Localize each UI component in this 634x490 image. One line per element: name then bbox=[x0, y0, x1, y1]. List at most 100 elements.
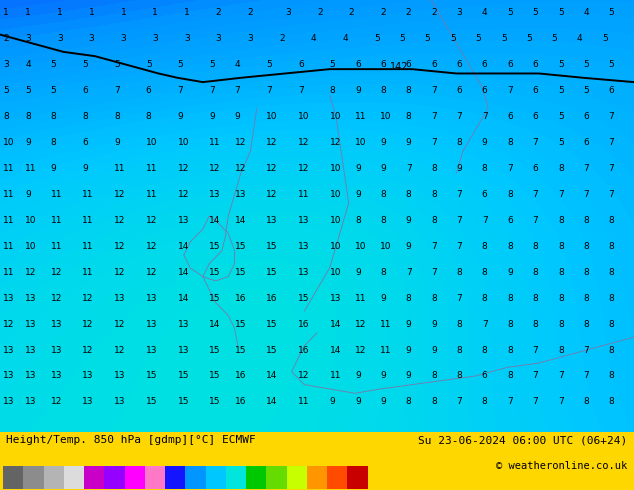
Text: 6: 6 bbox=[380, 60, 386, 69]
Text: 11: 11 bbox=[25, 164, 37, 173]
Text: Height/Temp. 850 hPa [gdmp][°C] ECMWF: Height/Temp. 850 hPa [gdmp][°C] ECMWF bbox=[6, 435, 256, 445]
Text: 8: 8 bbox=[507, 345, 513, 355]
Text: 5: 5 bbox=[558, 8, 564, 18]
Text: 9: 9 bbox=[380, 371, 386, 381]
Text: 10: 10 bbox=[298, 112, 309, 121]
Text: 8: 8 bbox=[609, 345, 614, 355]
Text: 14: 14 bbox=[178, 294, 189, 303]
Text: 11: 11 bbox=[3, 164, 15, 173]
Text: Su 23-06-2024 06:00 UTC (06+24): Su 23-06-2024 06:00 UTC (06+24) bbox=[418, 435, 628, 445]
Text: 12: 12 bbox=[82, 319, 94, 329]
Text: 7: 7 bbox=[456, 397, 462, 406]
Text: 15: 15 bbox=[178, 397, 189, 406]
Text: 12: 12 bbox=[178, 164, 189, 173]
Text: 11: 11 bbox=[51, 190, 62, 199]
Text: 7: 7 bbox=[507, 86, 513, 95]
Text: 7: 7 bbox=[583, 371, 589, 381]
Text: 12: 12 bbox=[209, 164, 221, 173]
Bar bbox=[205, 466, 226, 489]
Text: 9: 9 bbox=[380, 397, 386, 406]
Text: 8: 8 bbox=[533, 242, 538, 251]
Text: 1: 1 bbox=[184, 8, 190, 18]
Text: 8: 8 bbox=[583, 242, 589, 251]
Text: 16: 16 bbox=[298, 319, 309, 329]
Text: 5: 5 bbox=[114, 60, 120, 69]
Text: 11: 11 bbox=[82, 190, 94, 199]
Text: 13: 13 bbox=[178, 319, 189, 329]
Text: 4: 4 bbox=[342, 34, 348, 44]
Text: 12: 12 bbox=[178, 190, 189, 199]
Text: 9: 9 bbox=[209, 112, 215, 121]
Text: 11: 11 bbox=[209, 138, 221, 147]
Text: 13: 13 bbox=[209, 190, 221, 199]
Text: 8: 8 bbox=[507, 242, 513, 251]
Text: 11: 11 bbox=[51, 242, 62, 251]
Text: 8: 8 bbox=[3, 112, 9, 121]
Text: 11: 11 bbox=[3, 216, 15, 225]
Text: 5: 5 bbox=[558, 60, 564, 69]
Text: 8: 8 bbox=[380, 190, 386, 199]
Text: 11: 11 bbox=[355, 112, 366, 121]
Text: 6: 6 bbox=[507, 112, 513, 121]
Text: 8: 8 bbox=[146, 112, 152, 121]
Text: 10: 10 bbox=[330, 190, 341, 199]
Text: 15: 15 bbox=[266, 319, 278, 329]
Text: 16: 16 bbox=[298, 345, 309, 355]
Text: 2: 2 bbox=[349, 8, 354, 18]
Text: 7: 7 bbox=[209, 86, 215, 95]
Text: 6: 6 bbox=[507, 60, 513, 69]
Text: 15: 15 bbox=[209, 268, 221, 277]
Text: 2: 2 bbox=[279, 34, 285, 44]
Text: 7: 7 bbox=[533, 138, 538, 147]
Text: 5: 5 bbox=[51, 86, 56, 95]
Text: 15: 15 bbox=[146, 371, 157, 381]
Bar bbox=[347, 466, 368, 489]
Text: 13: 13 bbox=[51, 345, 62, 355]
Text: 6: 6 bbox=[583, 138, 589, 147]
Text: 8: 8 bbox=[406, 397, 411, 406]
Text: 7: 7 bbox=[583, 190, 589, 199]
Text: 10: 10 bbox=[380, 112, 392, 121]
Text: 2: 2 bbox=[406, 8, 411, 18]
Text: 10: 10 bbox=[355, 242, 366, 251]
Text: 9: 9 bbox=[406, 345, 411, 355]
Text: 5: 5 bbox=[146, 60, 152, 69]
Text: 1: 1 bbox=[89, 8, 94, 18]
Text: 8: 8 bbox=[431, 190, 437, 199]
Text: 12: 12 bbox=[146, 268, 157, 277]
Bar bbox=[165, 466, 185, 489]
Text: 5: 5 bbox=[501, 34, 507, 44]
Text: 10: 10 bbox=[330, 112, 341, 121]
Text: 7: 7 bbox=[507, 397, 513, 406]
Text: 12: 12 bbox=[51, 268, 62, 277]
Text: 14: 14 bbox=[209, 319, 221, 329]
Text: 13: 13 bbox=[114, 397, 126, 406]
Text: 8: 8 bbox=[533, 319, 538, 329]
Text: 13: 13 bbox=[51, 319, 62, 329]
Text: 11: 11 bbox=[3, 268, 15, 277]
Text: 7: 7 bbox=[406, 164, 411, 173]
Text: 5: 5 bbox=[425, 34, 430, 44]
Text: 5: 5 bbox=[178, 60, 183, 69]
Text: 5: 5 bbox=[450, 34, 456, 44]
Text: 8: 8 bbox=[609, 294, 614, 303]
Text: 8: 8 bbox=[482, 268, 488, 277]
Text: 2: 2 bbox=[380, 8, 386, 18]
Text: 8: 8 bbox=[609, 268, 614, 277]
Text: 8: 8 bbox=[583, 397, 589, 406]
Text: 7: 7 bbox=[609, 190, 614, 199]
Text: 1: 1 bbox=[25, 8, 31, 18]
Text: 8: 8 bbox=[456, 371, 462, 381]
Text: 3: 3 bbox=[25, 34, 31, 44]
Text: 8: 8 bbox=[114, 112, 120, 121]
Text: 5: 5 bbox=[209, 60, 215, 69]
Text: 13: 13 bbox=[3, 345, 15, 355]
Text: 8: 8 bbox=[609, 216, 614, 225]
Text: 15: 15 bbox=[235, 345, 246, 355]
Text: 8: 8 bbox=[533, 294, 538, 303]
Text: 10: 10 bbox=[3, 138, 15, 147]
Text: 8: 8 bbox=[609, 397, 614, 406]
Text: 4: 4 bbox=[25, 60, 31, 69]
Text: 9: 9 bbox=[406, 242, 411, 251]
Text: 12: 12 bbox=[114, 190, 126, 199]
